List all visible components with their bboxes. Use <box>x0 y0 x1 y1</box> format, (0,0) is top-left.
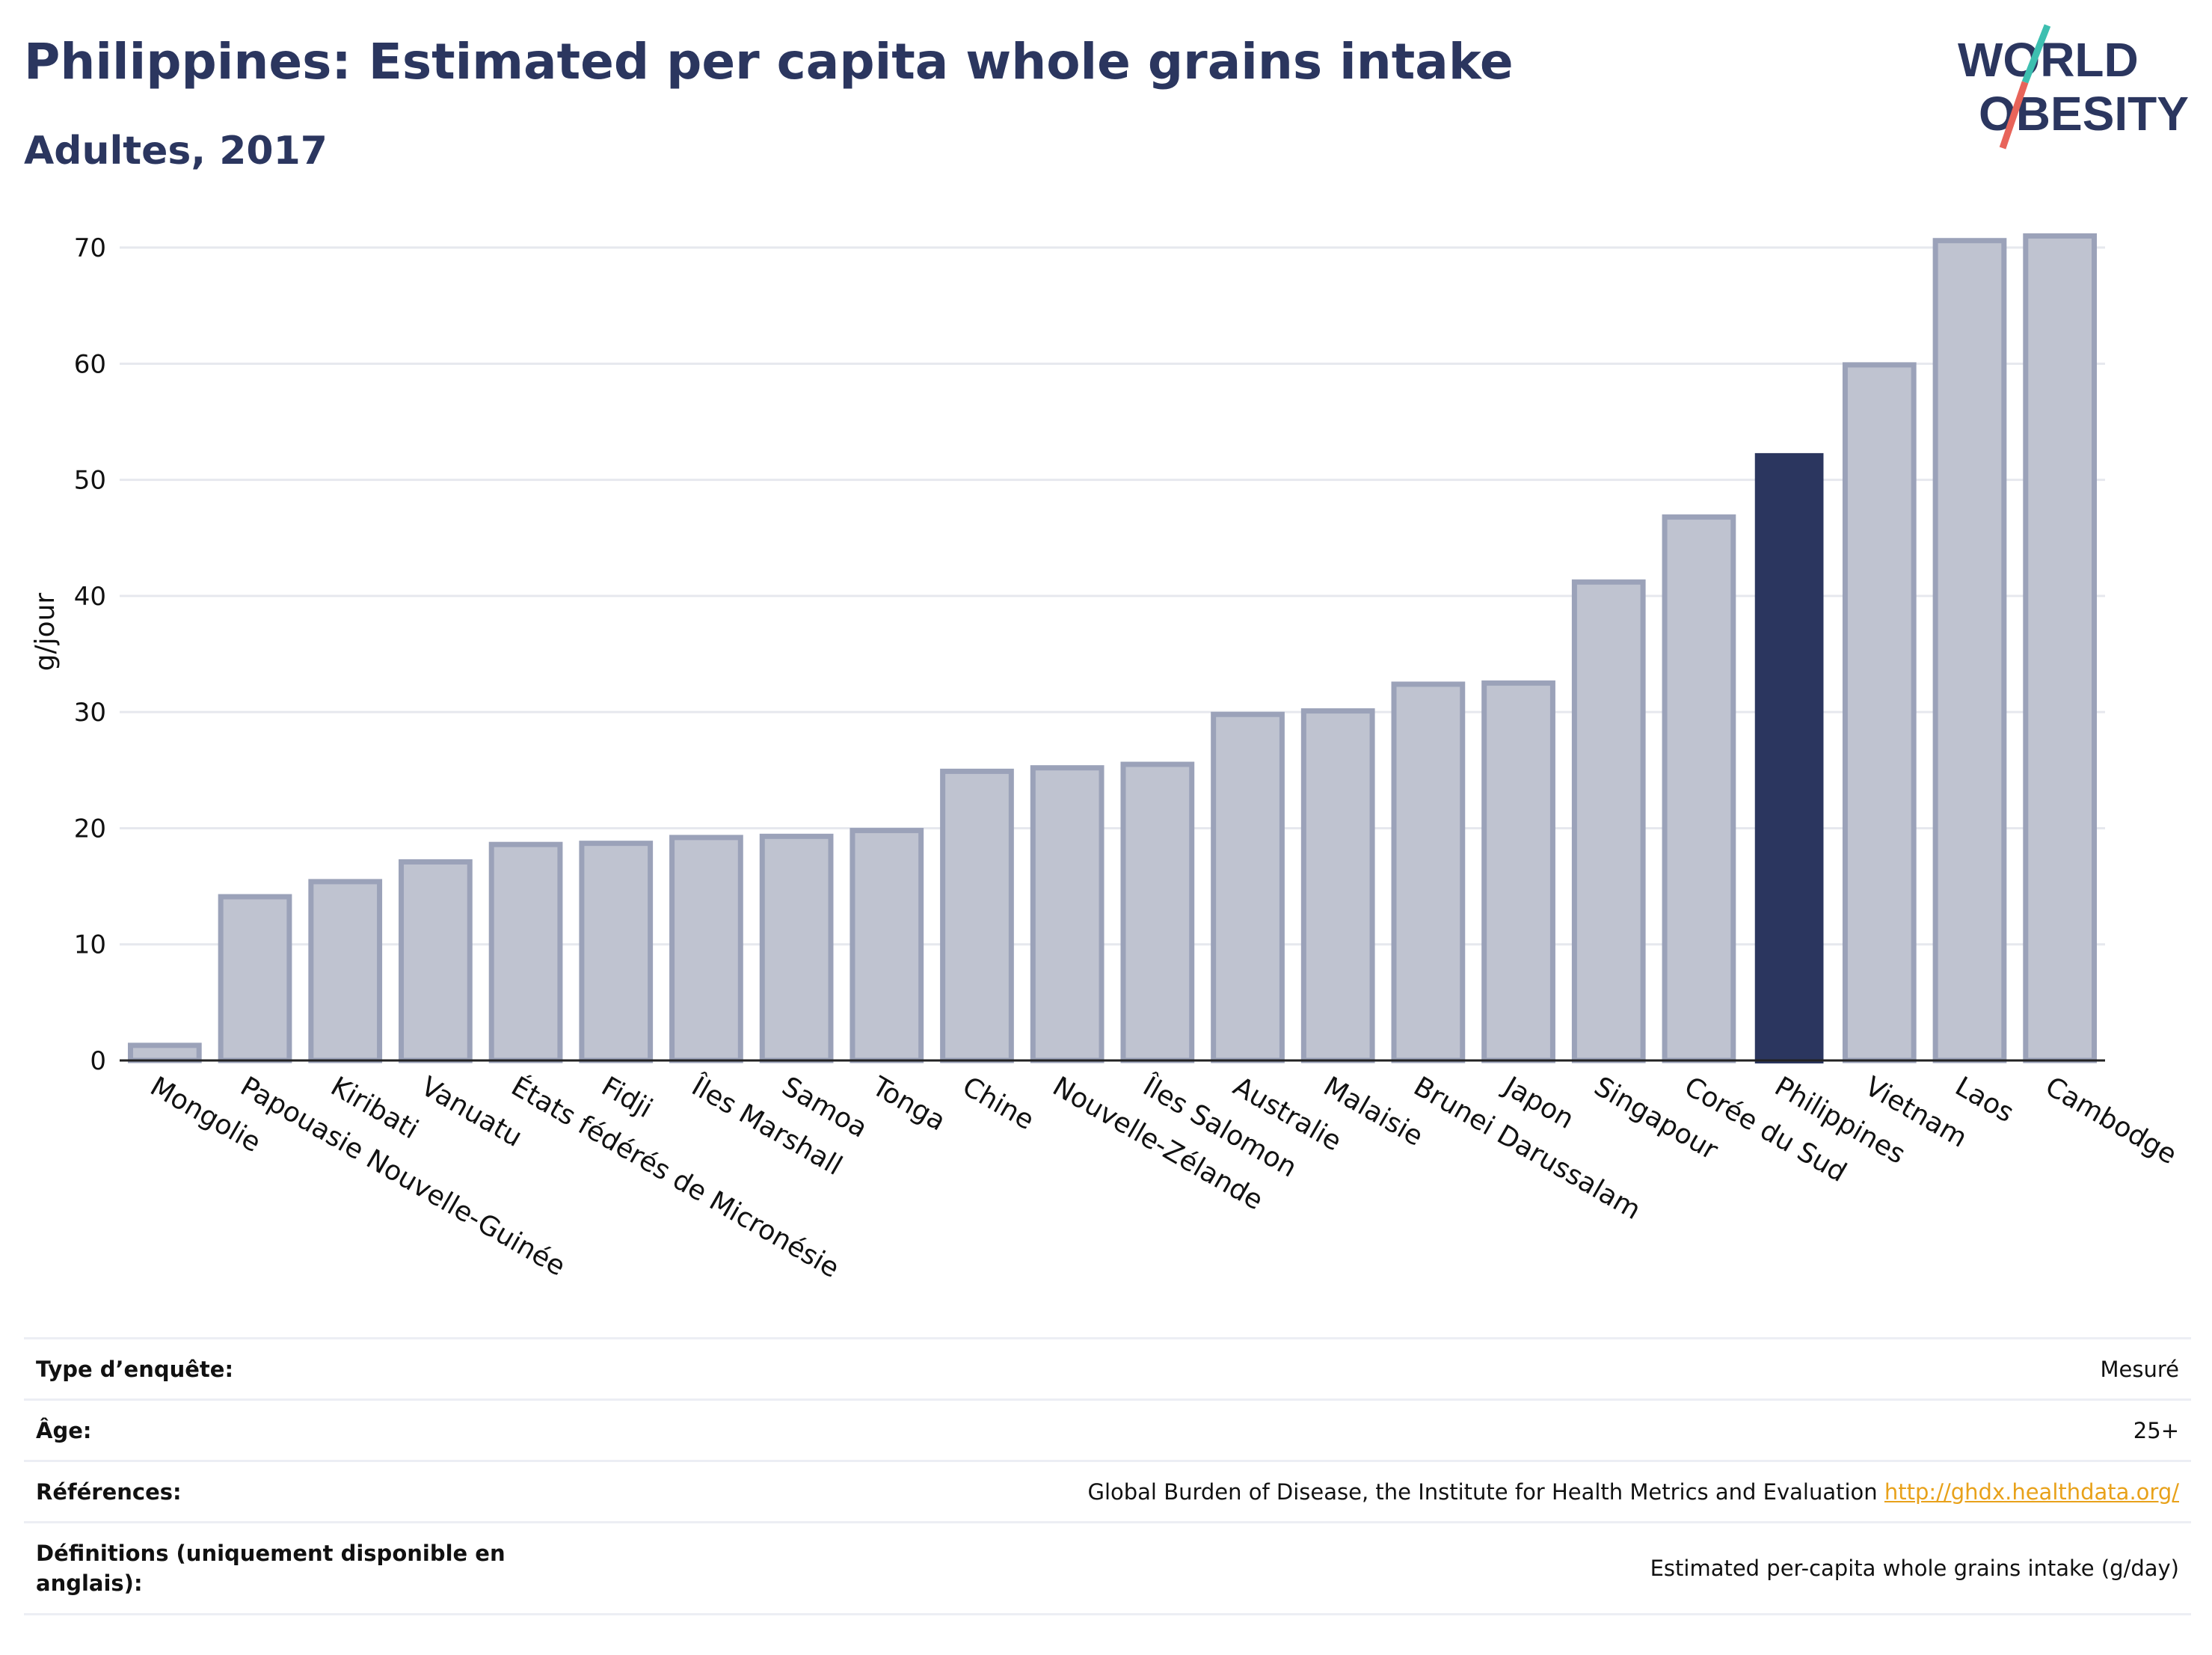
logo-line1: WORLD <box>1958 33 2139 87</box>
logo-slash-bottom <box>1999 81 2029 150</box>
logo-slash-top <box>2021 24 2051 84</box>
age-label: Âge: <box>36 1417 92 1443</box>
bar[interactable] <box>1932 238 2007 1063</box>
bar[interactable] <box>127 1043 202 1063</box>
bar[interactable] <box>759 833 834 1063</box>
bar[interactable] <box>399 859 473 1063</box>
y-tick-label: 50 <box>74 466 106 496</box>
survey-type-value: Mesuré <box>2100 1356 2179 1382</box>
bar[interactable] <box>1120 761 1195 1063</box>
y-tick-label: 40 <box>74 582 106 612</box>
bar[interactable] <box>1662 514 1736 1063</box>
bar[interactable] <box>1211 711 1285 1063</box>
references-label: Références: <box>36 1479 182 1505</box>
survey-type-label: Type d’enquête: <box>36 1356 234 1382</box>
bar[interactable] <box>1481 680 1555 1063</box>
y-tick-label: 10 <box>74 930 106 960</box>
definitions-value: Estimated per-capita whole grains intake… <box>1650 1556 2179 1581</box>
references-text: Global Burden of Disease, the Institute … <box>1087 1479 1878 1505</box>
x-tick-label: Cambodge <box>2040 1071 2181 1170</box>
bar[interactable] <box>579 841 654 1063</box>
x-tick-label: Îles Marshall <box>686 1070 847 1182</box>
bar[interactable] <box>218 894 292 1063</box>
chart-subtitle: Adultes, 2017 <box>24 129 328 174</box>
x-tick-label: Fidji <box>596 1071 657 1124</box>
metadata-table: Type d’enquête: Mesuré Âge: 25+ Référenc… <box>24 1337 2191 1615</box>
y-tick-label: 60 <box>74 349 106 379</box>
x-tick-label: Chine <box>957 1071 1039 1136</box>
bar-highlighted[interactable] <box>1754 452 1824 1063</box>
world-obesity-logo[interactable]: WORLD OBESITY <box>1944 18 2199 160</box>
bar[interactable] <box>488 841 563 1063</box>
y-tick-label: 70 <box>74 233 106 263</box>
y-axis-label: g/jour <box>30 592 61 671</box>
x-tick-label: Tonga <box>866 1071 950 1137</box>
footer-row-references: Références: Global Burden of Disease, th… <box>24 1460 2191 1521</box>
y-tick-labels: 0 10 20 30 40 50 60 70 <box>74 233 106 1076</box>
bars <box>127 233 2098 1063</box>
bar[interactable] <box>1391 681 1466 1063</box>
y-tick-label: 0 <box>90 1046 106 1076</box>
bar[interactable] <box>1842 362 1917 1063</box>
bar[interactable] <box>1300 708 1375 1063</box>
y-tick-label: 30 <box>74 698 106 728</box>
bar[interactable] <box>308 879 383 1063</box>
definitions-label: Définitions (uniquement disponible en an… <box>36 1541 506 1596</box>
bar[interactable] <box>669 835 743 1063</box>
chart-title: Philippines: Estimated per capita whole … <box>24 33 1514 90</box>
bar[interactable] <box>2023 233 2098 1063</box>
bar[interactable] <box>850 828 924 1063</box>
footer-row-definitions: Définitions (uniquement disponible en an… <box>24 1521 2191 1615</box>
bar[interactable] <box>940 768 1014 1063</box>
references-value: Global Burden of Disease, the Institute … <box>1087 1479 2179 1505</box>
age-value: 25+ <box>2133 1417 2179 1443</box>
bar[interactable] <box>1030 765 1105 1063</box>
footer-row-survey-type: Type d’enquête: Mesuré <box>24 1337 2191 1398</box>
y-tick-label: 20 <box>74 814 106 844</box>
bar[interactable] <box>1571 579 1646 1063</box>
footer-row-age: Âge: 25+ <box>24 1398 2191 1460</box>
references-link[interactable]: http://ghdx.healthdata.org/ <box>1884 1479 2179 1505</box>
x-tick-label: Vanuatu <box>416 1071 527 1153</box>
